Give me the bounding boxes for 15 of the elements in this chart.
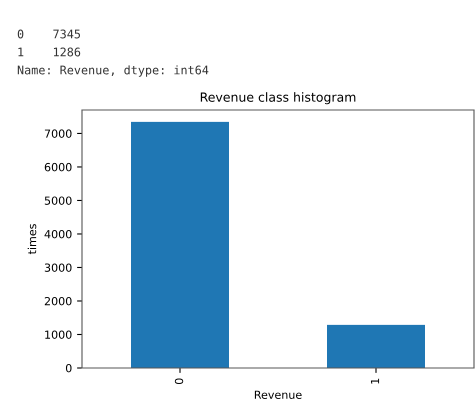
text: 1 1286 [18, 48, 80, 56]
y-tick-label: 4000 [44, 230, 72, 238]
x-tick-label: 1 [370, 378, 380, 384]
y-tick-label: 0 [66, 364, 72, 372]
y-tick-label: 2000 [44, 296, 72, 306]
y-tick-label: 7000 [44, 129, 72, 138]
y-tick-label: 1000 [45, 330, 72, 339]
y-tick-label: 3000 [44, 263, 72, 272]
text: Name: Revenue, dtype: int64 [18, 65, 208, 77]
y-tick-label: 5000 [44, 196, 72, 205]
y-axis-title: times [28, 224, 36, 254]
chart-title: Revenue class histogram [200, 92, 356, 104]
text: 0 7345 [18, 30, 80, 38]
y-tick-label: 6000 [44, 162, 72, 172]
x-axis-title: Revenue [254, 390, 302, 399]
